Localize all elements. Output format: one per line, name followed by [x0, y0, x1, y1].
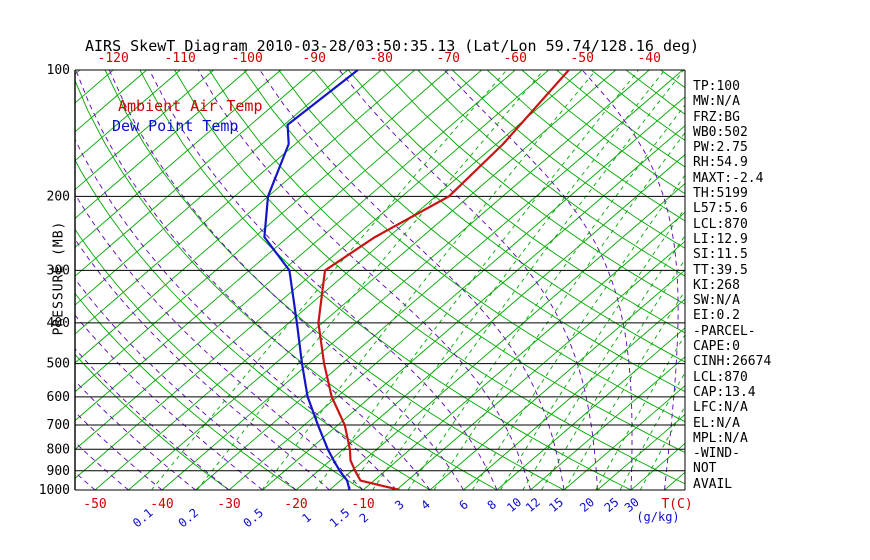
background-lines: [75, 70, 685, 490]
top-temp-label: -110: [165, 51, 196, 66]
pressure-tick-label: 900: [47, 464, 70, 479]
stat-line: LCL:870: [693, 369, 748, 385]
bottom-temp-label: -10: [351, 497, 374, 512]
stat-line: RH:54.9: [693, 155, 748, 171]
mixing-ratio-label: 15: [546, 495, 566, 515]
stat-line: LFC:N/A: [693, 400, 748, 416]
stat-line: L57:5.6: [693, 201, 748, 217]
bottom-temp-label: -30: [217, 497, 240, 512]
y-axis-label: PRESSURE (MB): [51, 220, 67, 336]
bottom-temp-label: -50: [83, 497, 106, 512]
mixing-ratio-label: 0.2: [176, 506, 202, 531]
mixing-ratio-label: 4: [418, 497, 433, 512]
ambient-air-temp-curve: [317, 70, 570, 490]
stat-line: WB0:502: [693, 124, 748, 140]
bottom-temp-label: -40: [150, 497, 173, 512]
temp-unit-label: T(C): [661, 497, 692, 512]
pressure-tick-label: 200: [47, 189, 70, 204]
stat-line: MPL:N/A: [693, 430, 748, 446]
stat-line: PW:2.75: [693, 140, 748, 156]
sounding-profiles: [263, 70, 570, 490]
stats-panel: TP:100 MW:N/A FRZ:BG WB0:502 PW:2.75 RH:54.9 M…: [693, 79, 771, 492]
stat-line: SI:11.5: [693, 247, 748, 263]
mixing-ratio-label: 20: [577, 495, 597, 515]
mixing-unit-label: (g/kg): [636, 510, 679, 524]
mixing-ratio-lines: [151, 70, 685, 490]
stat-line: NOT: [693, 461, 717, 477]
stat-line: -PARCEL-: [693, 323, 756, 339]
stat-line: TP:100: [693, 79, 740, 94]
pressure-tick-label: 300: [47, 263, 70, 278]
stat-line: EI:0.2: [693, 308, 740, 324]
pressure-tick-label: 1000: [39, 483, 70, 498]
mixing-ratio-label: 8: [485, 497, 500, 512]
legend-dew-point-temp: Dew Point Temp: [112, 117, 239, 135]
mixing-ratio-label: 3: [392, 497, 407, 512]
stat-line: MAXT:-2.4: [693, 170, 764, 186]
stat-line: FRZ:BG: [693, 109, 740, 125]
pressure-tick-label: 400: [47, 316, 70, 331]
stat-line: CAPE:0: [693, 339, 740, 355]
bottom-temp-label: -20: [284, 497, 307, 512]
pressure-gridlines: [74, 69, 686, 491]
stat-line: -WIND-: [693, 446, 740, 462]
stat-line: LCL:870: [693, 216, 748, 232]
page-title: AIRS SkewT Diagram 2010-03-28/03:50:35.1…: [85, 37, 700, 55]
top-temp-label: -100: [232, 51, 263, 66]
mixing-ratio-label: 1: [299, 510, 314, 525]
stat-line: CINH:26674: [693, 354, 772, 370]
stat-line: MW:N/A: [693, 94, 740, 110]
stat-line: EL:N/A: [693, 415, 740, 431]
stat-line: SW:N/A: [693, 293, 740, 309]
pressure-tick-label: 700: [47, 418, 70, 433]
top-temp-label: -70: [436, 51, 459, 66]
top-temp-label: -40: [637, 51, 660, 66]
pressure-tick-label: 500: [47, 357, 70, 372]
top-temp-label: -90: [302, 51, 325, 66]
mixing-ratio-label: 1.5: [327, 506, 353, 531]
stat-line: CAP:13.4: [693, 384, 756, 400]
legend-ambient-air-temp: Ambient Air Temp: [118, 97, 263, 115]
moist-adiabat-lines: [75, 70, 679, 490]
mixing-ratio-label: 0.5: [241, 506, 267, 531]
top-temp-label: -60: [503, 51, 526, 66]
stat-line: TT:39.5: [693, 262, 748, 278]
stat-line: TH:5199: [693, 186, 748, 202]
pressure-tick-label: 600: [47, 390, 70, 405]
dew-point-curve: [263, 70, 359, 490]
pressure-tick-label: 100: [47, 63, 70, 78]
stat-line: LI:12.9: [693, 231, 748, 247]
top-temp-label: -50: [570, 51, 593, 66]
top-temp-label: -80: [369, 51, 392, 66]
stat-line: KI:268: [693, 277, 740, 293]
mixing-ratio-label: 2: [357, 510, 372, 525]
mixing-ratio-label: 6: [456, 497, 471, 512]
pressure-tick-label: 800: [47, 442, 70, 457]
mixing-ratio-label: 10: [504, 495, 524, 515]
mixing-ratio-label: 25: [601, 495, 621, 515]
stat-line: AVAIL: [693, 476, 733, 492]
mixing-ratio-label: 12: [523, 495, 543, 515]
top-temp-label: -120: [98, 51, 129, 66]
dry-adiabat-lines: [75, 70, 685, 490]
